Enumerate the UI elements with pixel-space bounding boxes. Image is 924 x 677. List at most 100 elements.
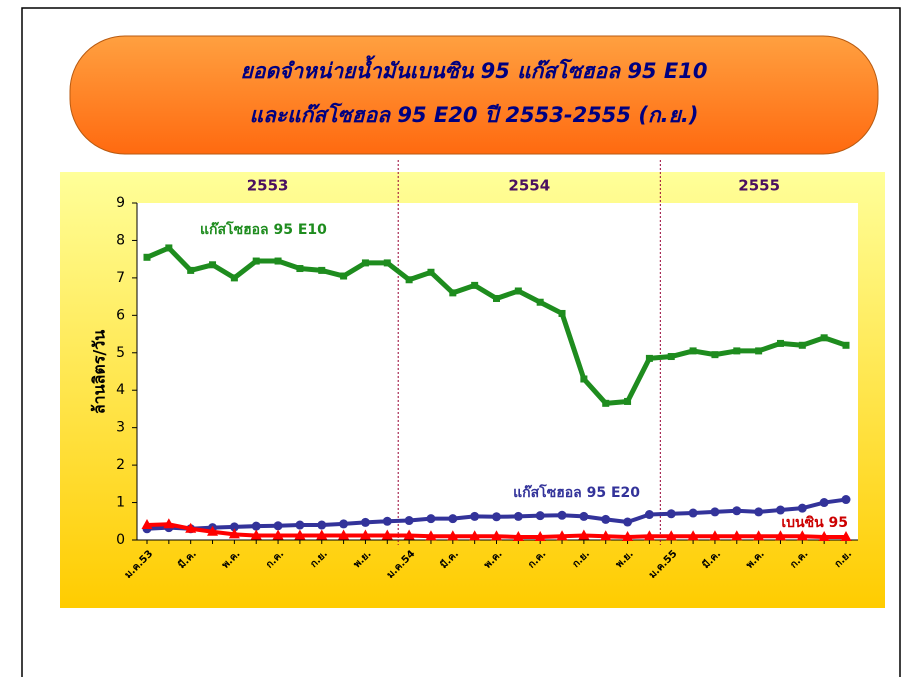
plot-area [137, 203, 858, 540]
marker [338, 529, 350, 540]
marker [252, 257, 260, 265]
marker [643, 530, 655, 541]
marker [754, 507, 764, 517]
marker [644, 510, 654, 520]
marker [340, 272, 348, 280]
marker [687, 530, 699, 541]
marker [272, 529, 284, 540]
marker [185, 522, 197, 533]
marker [493, 294, 500, 302]
marker [732, 506, 742, 516]
marker [602, 399, 610, 407]
marker [360, 517, 370, 527]
marker [294, 529, 306, 540]
marker [187, 266, 195, 274]
marker [711, 351, 719, 359]
marker [514, 287, 522, 295]
marker [820, 334, 828, 342]
marker [601, 514, 611, 524]
marker [382, 516, 392, 526]
marker [774, 530, 786, 541]
marker [403, 529, 415, 540]
marker [622, 531, 634, 542]
marker [819, 498, 829, 508]
marker [689, 347, 697, 355]
marker [165, 244, 173, 252]
marker [536, 298, 544, 306]
marker [469, 530, 481, 541]
y-tick-label: 7 [116, 270, 125, 286]
series-label: เบนซิน 95 [781, 515, 848, 531]
marker [359, 529, 371, 540]
marker [470, 511, 480, 521]
marker [229, 522, 239, 532]
marker [295, 520, 305, 530]
year-label: 2555 [738, 177, 780, 195]
marker [273, 521, 283, 531]
marker [209, 261, 217, 269]
marker [207, 525, 219, 536]
marker [405, 276, 413, 284]
y-tick-label: 6 [116, 307, 125, 323]
marker [818, 531, 830, 542]
marker [797, 503, 807, 513]
marker [361, 259, 369, 267]
y-tick-label: 8 [116, 232, 125, 248]
marker [228, 528, 240, 539]
marker [775, 505, 785, 515]
marker [471, 281, 479, 289]
marker [580, 375, 588, 383]
marker [448, 514, 458, 524]
marker [623, 517, 633, 527]
y-tick-label: 3 [116, 420, 125, 436]
title-banner [69, 35, 879, 155]
marker [579, 511, 589, 521]
marker [733, 347, 741, 355]
marker [731, 530, 743, 541]
marker [710, 507, 720, 517]
marker [492, 512, 501, 522]
marker [404, 516, 414, 526]
series-label: แก๊สโซฮอล 95 E20 [513, 483, 640, 501]
series-label: แก๊สโซฮอล 95 E10 [200, 220, 327, 238]
marker [513, 511, 523, 521]
marker [556, 530, 568, 541]
marker [318, 266, 326, 274]
y-tick-label: 2 [116, 457, 125, 473]
marker [274, 257, 282, 265]
y-tick-label: 5 [116, 345, 125, 361]
marker [143, 253, 151, 261]
marker [667, 353, 675, 361]
marker [557, 510, 567, 520]
marker [688, 508, 698, 518]
y-axis-label: ล้านลิตร/วัน [90, 330, 109, 414]
marker [753, 530, 765, 541]
year-label: 2553 [247, 177, 289, 195]
marker [534, 531, 546, 542]
year-label: 2554 [508, 177, 550, 195]
marker [558, 309, 566, 317]
marker [709, 530, 721, 541]
marker [339, 519, 349, 529]
marker [316, 529, 328, 540]
marker [776, 339, 784, 347]
y-tick-label: 1 [116, 495, 125, 511]
y-tick-label: 0 [116, 532, 125, 548]
marker [842, 341, 850, 349]
title-line: ยอดจำหน่ายน้ำมันเบนซิน 95 แก๊สโซฮอล 95 E… [241, 55, 708, 83]
marker [840, 531, 852, 542]
marker [447, 530, 459, 541]
marker [666, 509, 676, 519]
marker [798, 341, 806, 349]
marker [383, 259, 391, 267]
y-tick-label: 4 [116, 382, 125, 398]
marker [755, 347, 763, 355]
slide-frame [21, 7, 901, 677]
marker [381, 529, 393, 540]
marker [645, 354, 653, 362]
marker [665, 530, 677, 541]
title-line: และแก๊สโซฮอล 95 E20 ปี 2553-2555 (ก.ย.) [249, 102, 698, 127]
marker [141, 519, 153, 530]
marker [624, 397, 632, 405]
marker [600, 530, 612, 541]
